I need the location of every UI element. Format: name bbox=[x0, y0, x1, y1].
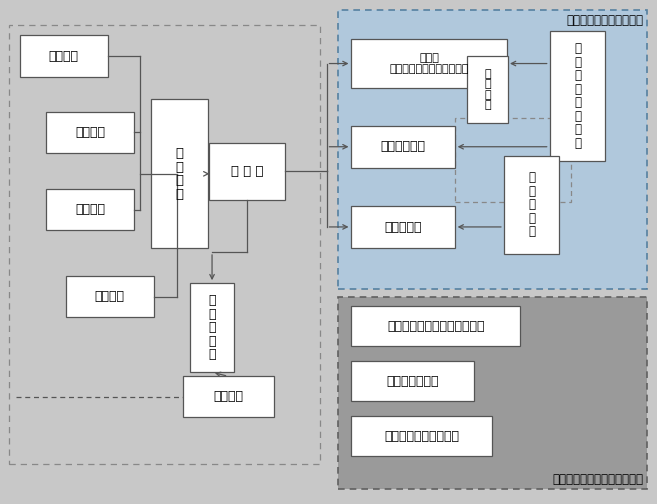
Text: 朗
読
奉
仕
員: 朗 読 奉 仕 員 bbox=[528, 171, 535, 238]
Text: 交通機関: 交通機関 bbox=[75, 204, 105, 216]
Bar bbox=[467, 55, 508, 123]
Text: てんやく広場: てんやく広場 bbox=[380, 141, 426, 154]
Text: 視覚障害者情報提供事業: 視覚障害者情報提供事業 bbox=[567, 14, 644, 27]
Bar bbox=[455, 117, 571, 202]
Text: 厚生省
点字即時情報ネットワーク: 厚生省 点字即時情報ネットワーク bbox=[390, 53, 469, 74]
Bar bbox=[338, 297, 647, 488]
Bar bbox=[210, 143, 284, 201]
Bar bbox=[351, 125, 455, 168]
Bar bbox=[351, 306, 520, 346]
Bar bbox=[183, 376, 273, 417]
Bar bbox=[338, 11, 647, 289]
Text: 観光施設: 観光施設 bbox=[75, 125, 105, 139]
Text: 商業施設: 商業施設 bbox=[95, 290, 125, 303]
Text: 広
報
・
案
内: 広 報 ・ 案 内 bbox=[208, 294, 215, 361]
Text: 情
報
提
供: 情 報 提 供 bbox=[175, 147, 183, 201]
Bar bbox=[66, 276, 154, 317]
Text: 情
報
入
力: 情 報 入 力 bbox=[484, 69, 491, 110]
Text: 点字図書館: 点字図書館 bbox=[384, 221, 422, 234]
Text: 手話通訳・手話奉仕員: 手話通訳・手話奉仕員 bbox=[384, 430, 459, 443]
Bar bbox=[150, 99, 208, 248]
Bar bbox=[351, 361, 474, 401]
Text: 行政機関: 行政機関 bbox=[214, 391, 243, 403]
Text: 宿泊施設: 宿泊施設 bbox=[49, 49, 79, 62]
Bar bbox=[504, 156, 560, 254]
Text: ビデオカセットライブラリー: ビデオカセットライブラリー bbox=[387, 320, 485, 333]
Text: 聴覚障害者情報提供関連事業: 聴覚障害者情報提供関連事業 bbox=[553, 473, 644, 486]
Bar bbox=[46, 112, 134, 153]
Text: 点
訳
ボ
ラ
ン
テ
ィ
ア: 点 訳 ボ ラ ン テ ィ ア bbox=[574, 42, 581, 150]
Bar bbox=[190, 283, 235, 372]
Bar bbox=[20, 35, 108, 77]
Text: 障 書 者: 障 書 者 bbox=[231, 165, 263, 178]
Bar bbox=[351, 39, 507, 88]
Bar bbox=[550, 31, 605, 161]
Bar bbox=[351, 206, 455, 248]
Bar bbox=[351, 416, 492, 457]
Text: 要約筆記奉仕員: 要約筆記奉仕員 bbox=[387, 375, 439, 388]
Bar bbox=[9, 25, 320, 464]
Bar bbox=[46, 190, 134, 230]
